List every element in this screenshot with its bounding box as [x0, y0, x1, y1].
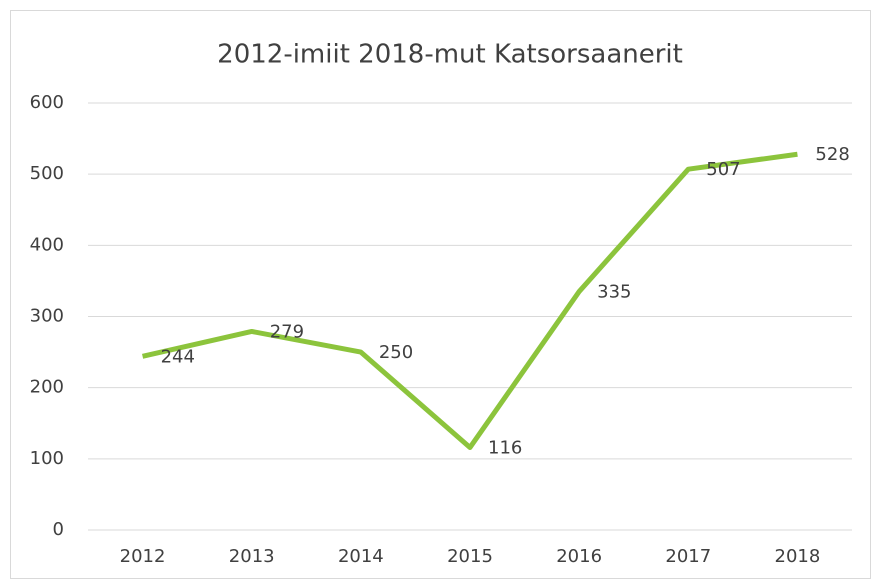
y-tick-label: 500	[30, 163, 64, 184]
y-tick-label: 600	[30, 92, 64, 113]
y-tick-label: 0	[53, 519, 64, 540]
y-tick-label: 400	[30, 234, 64, 255]
y-tick-label: 300	[30, 306, 64, 327]
y-tick-label: 200	[30, 377, 64, 398]
y-tick-label: 100	[30, 448, 64, 469]
data-label: 528	[815, 144, 849, 165]
x-tick-label: 2017	[665, 546, 711, 567]
chart-border	[10, 10, 871, 579]
x-tick-label: 2014	[338, 546, 384, 567]
x-tick-label: 2012	[120, 546, 166, 567]
chart-title: 2012-imiit 2018-mut Katsorsaanerit	[217, 40, 683, 70]
x-tick-label: 2013	[229, 546, 275, 567]
data-label: 244	[161, 346, 195, 367]
data-label: 335	[597, 282, 631, 303]
x-tick-label: 2018	[775, 546, 821, 567]
data-label: 279	[270, 321, 304, 342]
data-line	[142, 151, 798, 450]
x-tick-label: 2015	[447, 546, 493, 567]
data-label: 116	[488, 437, 522, 458]
data-label: 507	[706, 159, 740, 180]
data-label: 250	[379, 342, 413, 363]
x-tick-label: 2016	[556, 546, 602, 567]
